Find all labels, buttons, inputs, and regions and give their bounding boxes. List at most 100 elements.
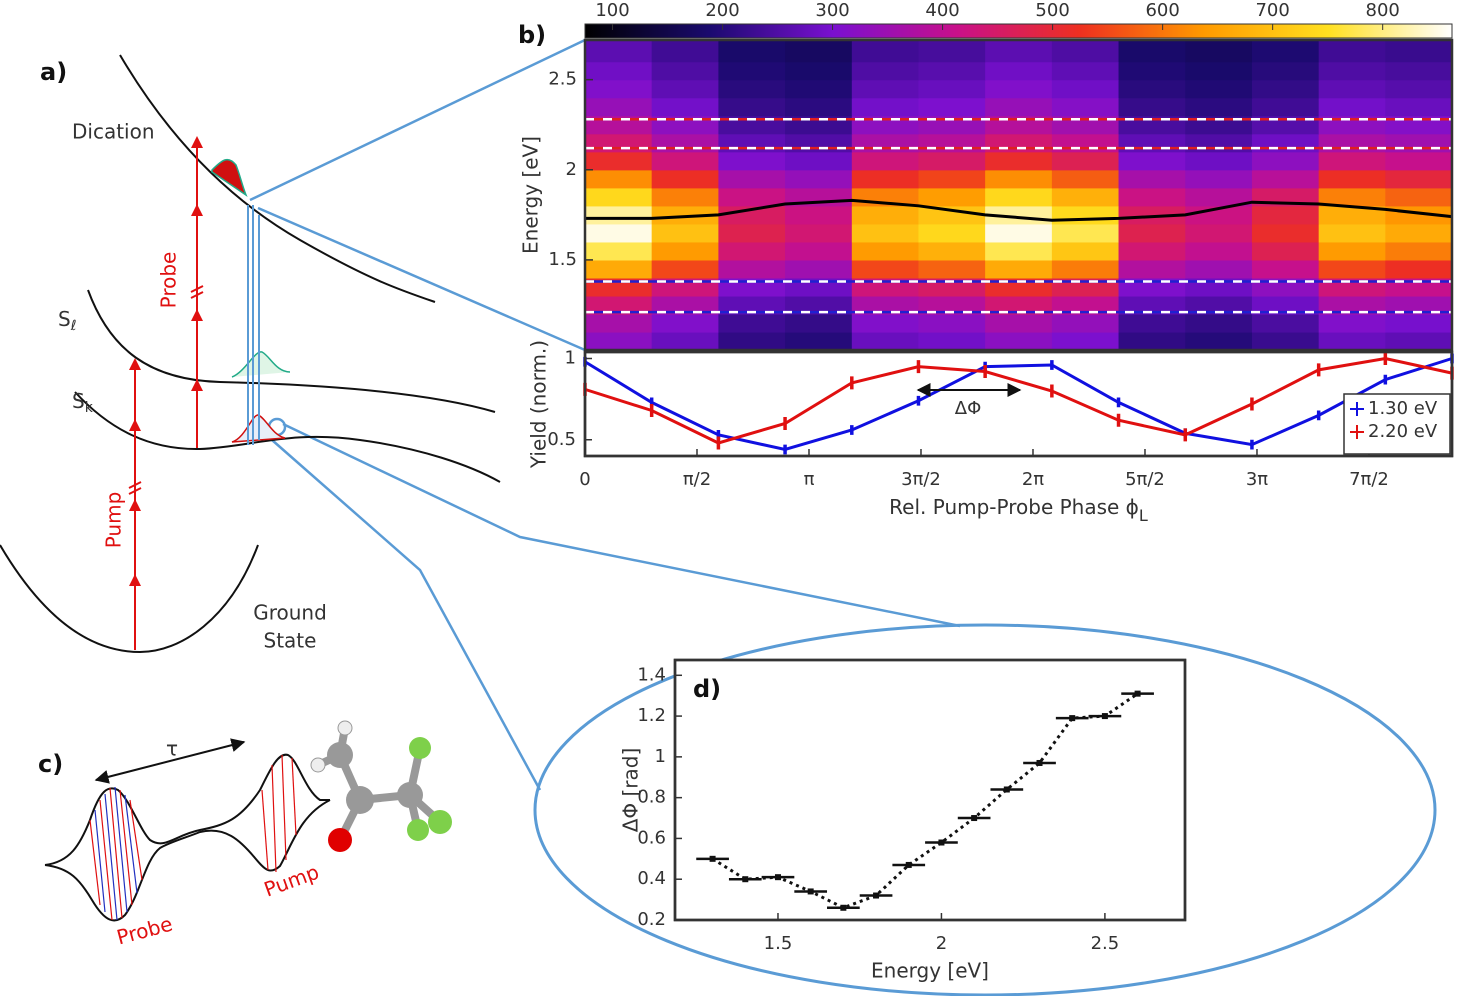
heat-cell <box>1185 40 1253 63</box>
photon-arrows <box>128 136 204 650</box>
heat-cell <box>918 259 986 279</box>
heat-cell <box>851 205 920 225</box>
heat-cell <box>651 331 720 351</box>
heat-cell <box>1051 295 1120 315</box>
potential-curves <box>0 54 501 654</box>
heat-cell <box>985 223 1053 243</box>
heat-cell <box>985 97 1053 117</box>
heat-cell <box>1051 313 1120 333</box>
colorbar-tick-label: 800 <box>1366 0 1400 21</box>
x-tick-label: 3π/2 <box>901 469 941 490</box>
heat-cell <box>1385 97 1453 117</box>
heat-cell <box>785 133 853 153</box>
heat-cell <box>585 295 653 315</box>
heat-cell <box>1318 133 1386 153</box>
heat-cell <box>718 205 786 225</box>
heat-cell <box>651 133 720 153</box>
heat-cell <box>1318 187 1386 207</box>
state-subscript: ℓ <box>70 318 77 334</box>
legend-label: 1.30 eV <box>1368 398 1438 419</box>
heat-cell <box>1251 295 1320 315</box>
heat-cell <box>651 61 720 81</box>
heat-cell <box>1318 259 1386 279</box>
heat-cell <box>1251 61 1320 81</box>
heat-cell <box>718 331 786 351</box>
heat-cell <box>851 79 920 99</box>
point <box>1003 786 1010 793</box>
point <box>971 815 978 822</box>
series-line <box>584 357 1453 452</box>
heat-cell <box>1318 223 1386 243</box>
series-line <box>584 356 1453 445</box>
heat-cell <box>1118 259 1186 279</box>
heat-cell <box>651 169 720 189</box>
x-tick-label: π/2 <box>683 469 711 490</box>
point <box>905 861 912 868</box>
heat-cell <box>1385 259 1453 279</box>
magnifier <box>249 38 1437 996</box>
heat-cell <box>1385 151 1453 171</box>
point <box>807 888 814 895</box>
heat-cell <box>1251 79 1320 99</box>
x-tick-label: 1.5 <box>764 933 793 954</box>
heat-cell <box>1318 169 1386 189</box>
heat-cell <box>1251 205 1320 225</box>
heat-cell <box>1051 205 1120 225</box>
heat-cell <box>1251 331 1320 351</box>
heat-cell <box>718 133 786 153</box>
colorbar-tick-label: 400 <box>925 0 959 21</box>
y-tick-label: 0.4 <box>637 868 666 889</box>
heat-cell <box>985 241 1053 261</box>
heat-cell <box>851 295 920 315</box>
heat-cell <box>1185 169 1253 189</box>
heat-cell <box>1118 223 1186 243</box>
heat-cell <box>1318 241 1386 261</box>
heat-cell <box>585 205 653 225</box>
point <box>1036 759 1043 766</box>
heat-cell <box>718 40 786 63</box>
heat-cell <box>851 331 920 351</box>
heat-cell <box>651 187 720 207</box>
heat-cell <box>651 151 720 171</box>
panel-label: a) <box>40 58 67 86</box>
heat-cell <box>1318 61 1386 81</box>
wavepackets <box>211 158 291 443</box>
heat-cell <box>851 133 920 153</box>
plot-frame <box>673 658 1187 922</box>
heat-cell <box>1385 133 1453 153</box>
heat-cell <box>585 259 653 279</box>
heat-cell <box>918 205 986 225</box>
heat-cell <box>918 40 986 63</box>
heat-cell <box>1251 40 1320 63</box>
heat-cell <box>1051 259 1120 279</box>
plot-frame <box>583 38 1454 352</box>
heat-cell <box>785 79 853 99</box>
heat-cell <box>785 151 853 171</box>
heat-cell <box>1185 187 1253 207</box>
heat-cell <box>651 79 720 99</box>
heat-cell <box>985 40 1053 63</box>
transitions <box>247 205 260 445</box>
heat-cell <box>985 259 1053 279</box>
heat-cell <box>1118 295 1186 315</box>
state-symbol: S <box>58 307 71 331</box>
heat-cell <box>918 313 986 333</box>
heat-cell <box>1118 187 1186 207</box>
heat-cell <box>985 169 1053 189</box>
heat-cell <box>718 241 786 261</box>
probe-label: Probe <box>157 252 181 309</box>
colorbar-tick-label: 200 <box>705 0 739 21</box>
heat-cell <box>1185 313 1253 333</box>
heat-cell <box>585 61 653 81</box>
delay-label: τ <box>166 737 178 761</box>
y-axis-label: Yield (norm.) <box>527 340 551 469</box>
heat-cell <box>851 151 920 171</box>
y-tick-label: 1 <box>565 348 576 369</box>
heat-cell <box>851 61 920 81</box>
heat-cell <box>1185 151 1253 171</box>
heat-cell <box>1318 205 1386 225</box>
pump-label: Pump <box>261 860 322 902</box>
heat-cell <box>1118 40 1186 63</box>
heat-cell <box>718 61 786 81</box>
